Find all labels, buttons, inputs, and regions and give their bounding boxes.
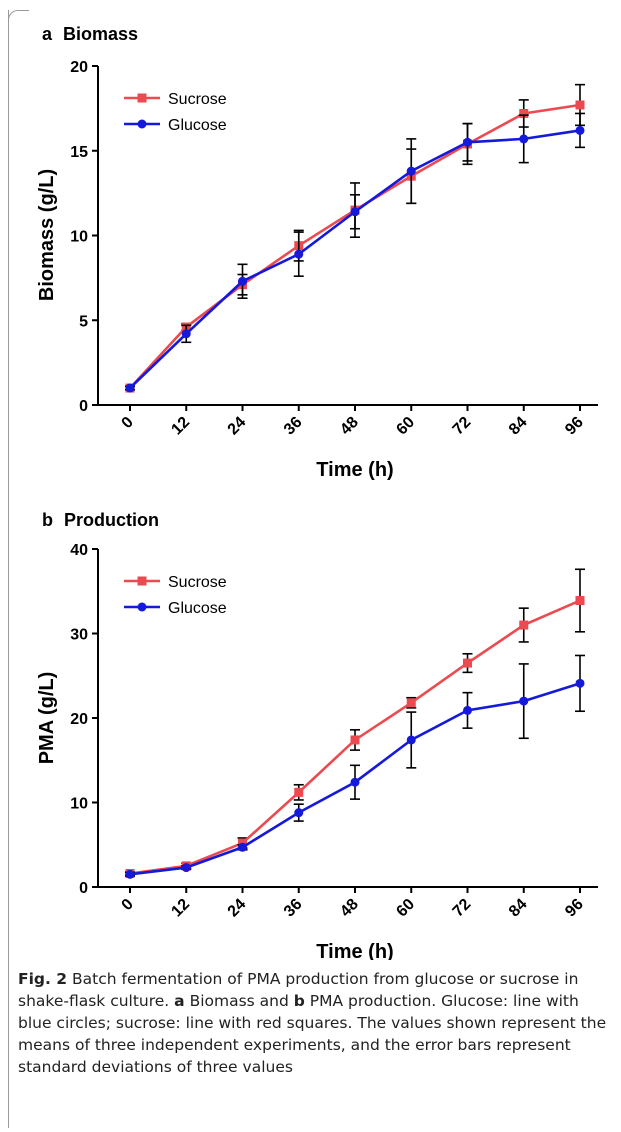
y-tick-label: 0 [79, 880, 88, 897]
glucose-point [181, 863, 191, 873]
glucose-point [519, 134, 529, 144]
legend-item-sucrose: Sucrose [124, 91, 227, 108]
y-tick-label: 20 [70, 711, 88, 728]
glucose-point [575, 125, 585, 135]
x-tick-label: 84 [506, 896, 531, 921]
y-tick-label: 20 [70, 59, 88, 76]
panel-b-y-axis-title: PMA (g/L) [36, 672, 58, 765]
sucrose-point [519, 620, 529, 630]
x-tick-label: 96 [562, 414, 587, 439]
panel-a-letter: a [42, 24, 53, 44]
x-tick-label: 60 [393, 414, 418, 439]
legend-label-glucose: Glucose [168, 600, 227, 617]
x-tick-label: 0 [119, 896, 137, 914]
caption-text-3: PMA production. Glucose: line with blue … [18, 992, 607, 1076]
glucose-point [181, 329, 191, 339]
y-tick-label: 5 [79, 313, 88, 330]
caption-text-1: Batch fermentation of PMA production fro… [18, 970, 579, 1010]
glucose-point [294, 249, 304, 259]
panel-a-name: Biomass [63, 24, 138, 44]
glucose-point [238, 842, 247, 852]
y-tick-label: 30 [70, 627, 88, 644]
y-tick-label: 10 [70, 229, 88, 246]
charts-canvas: a Biomass Biomass (g/L) Time (h) 0 5 10 15 2… [36, 24, 598, 960]
glucose-point [125, 383, 135, 393]
caption-letter-b: b [293, 992, 305, 1010]
glucose-point [238, 276, 247, 286]
sucrose-point [519, 108, 529, 118]
x-tick-label: 72 [450, 414, 475, 439]
y-tick-label: 0 [79, 398, 88, 415]
x-tick-label: 36 [281, 896, 306, 921]
panel-b-name: Production [64, 510, 159, 530]
caption-fig-label: Fig. 2 [18, 970, 68, 988]
panel-a-title: a Biomass [42, 24, 138, 44]
y-tick-label: 40 [70, 542, 88, 559]
x-tick-label: 36 [281, 414, 306, 439]
panel-a-y-axis-title: Biomass (g/L) [36, 169, 58, 301]
legend-label-glucose: Glucose [168, 117, 227, 134]
x-tick-label: 12 [168, 896, 193, 921]
glucose-point [125, 869, 135, 879]
sucrose-point [350, 735, 360, 745]
legend-item-glucose: Glucose [124, 117, 227, 134]
panel-b-x-axis-title: Time (h) [316, 941, 393, 960]
x-tick-label: 84 [506, 414, 531, 439]
x-tick-label: 0 [119, 414, 137, 432]
figure-frame-left [8, 10, 9, 1128]
x-tick-label: 48 [337, 414, 362, 439]
y-tick-label: 10 [70, 796, 88, 813]
glucose-point [463, 137, 472, 147]
legend-label-sucrose: Sucrose [168, 574, 227, 591]
legend-marker-sucrose [137, 93, 147, 103]
glucose-point [519, 696, 529, 706]
y-tick-label: 15 [70, 144, 88, 161]
glucose-point [463, 705, 472, 715]
sucrose-point [463, 658, 472, 668]
x-tick-label: 24 [225, 414, 250, 439]
panel-b-title: b Production [42, 510, 159, 530]
glucose-point [294, 808, 304, 818]
panel-b-production: b Production PMA (g/L) Time (h) 0 10 20 30 4… [36, 510, 598, 960]
panel-b-plot: 0 10 20 30 40 0 12 24 36 48 60 72 84 96 Sucrose Glucose [70, 542, 598, 920]
legend-label-sucrose: Sucrose [168, 91, 227, 108]
glucose-point [350, 777, 360, 787]
legend-marker-sucrose [137, 576, 147, 586]
sucrose-series-line [129, 103, 581, 389]
caption-text-2: Biomass and [184, 992, 294, 1010]
glucose-point [406, 166, 416, 176]
x-tick-label: 12 [168, 414, 193, 439]
legend-marker-glucose [137, 602, 147, 612]
legend-item-glucose: Glucose [124, 600, 227, 617]
figure-caption: Fig. 2 Batch fermentation of PMA product… [18, 968, 608, 1078]
sucrose-point [294, 787, 304, 797]
panel-a-biomass: a Biomass Biomass (g/L) Time (h) 0 5 10 15 2… [36, 24, 598, 481]
glucose-point [406, 735, 416, 745]
glucose-point [350, 207, 360, 217]
x-tick-label: 72 [450, 896, 475, 921]
figure-frame-corner [8, 10, 29, 31]
legend-item-sucrose: Sucrose [124, 574, 227, 591]
x-tick-label: 24 [225, 896, 250, 921]
panel-a-plot: 0 5 10 15 20 0 12 24 36 48 60 72 84 96 Sucrose Glucose [70, 59, 598, 438]
glucose-series-line [129, 129, 581, 389]
sucrose-point [575, 100, 585, 110]
x-tick-label: 60 [393, 896, 418, 921]
glucose-point [575, 678, 585, 688]
sucrose-point [575, 596, 585, 606]
sucrose-point [406, 698, 416, 708]
x-tick-label: 48 [337, 896, 362, 921]
x-tick-label: 96 [562, 896, 587, 921]
caption-letter-a: a [174, 992, 185, 1010]
panel-a-x-axis-title: Time (h) [316, 459, 393, 481]
legend-marker-glucose [137, 119, 147, 129]
panel-b-letter: b [42, 510, 53, 530]
